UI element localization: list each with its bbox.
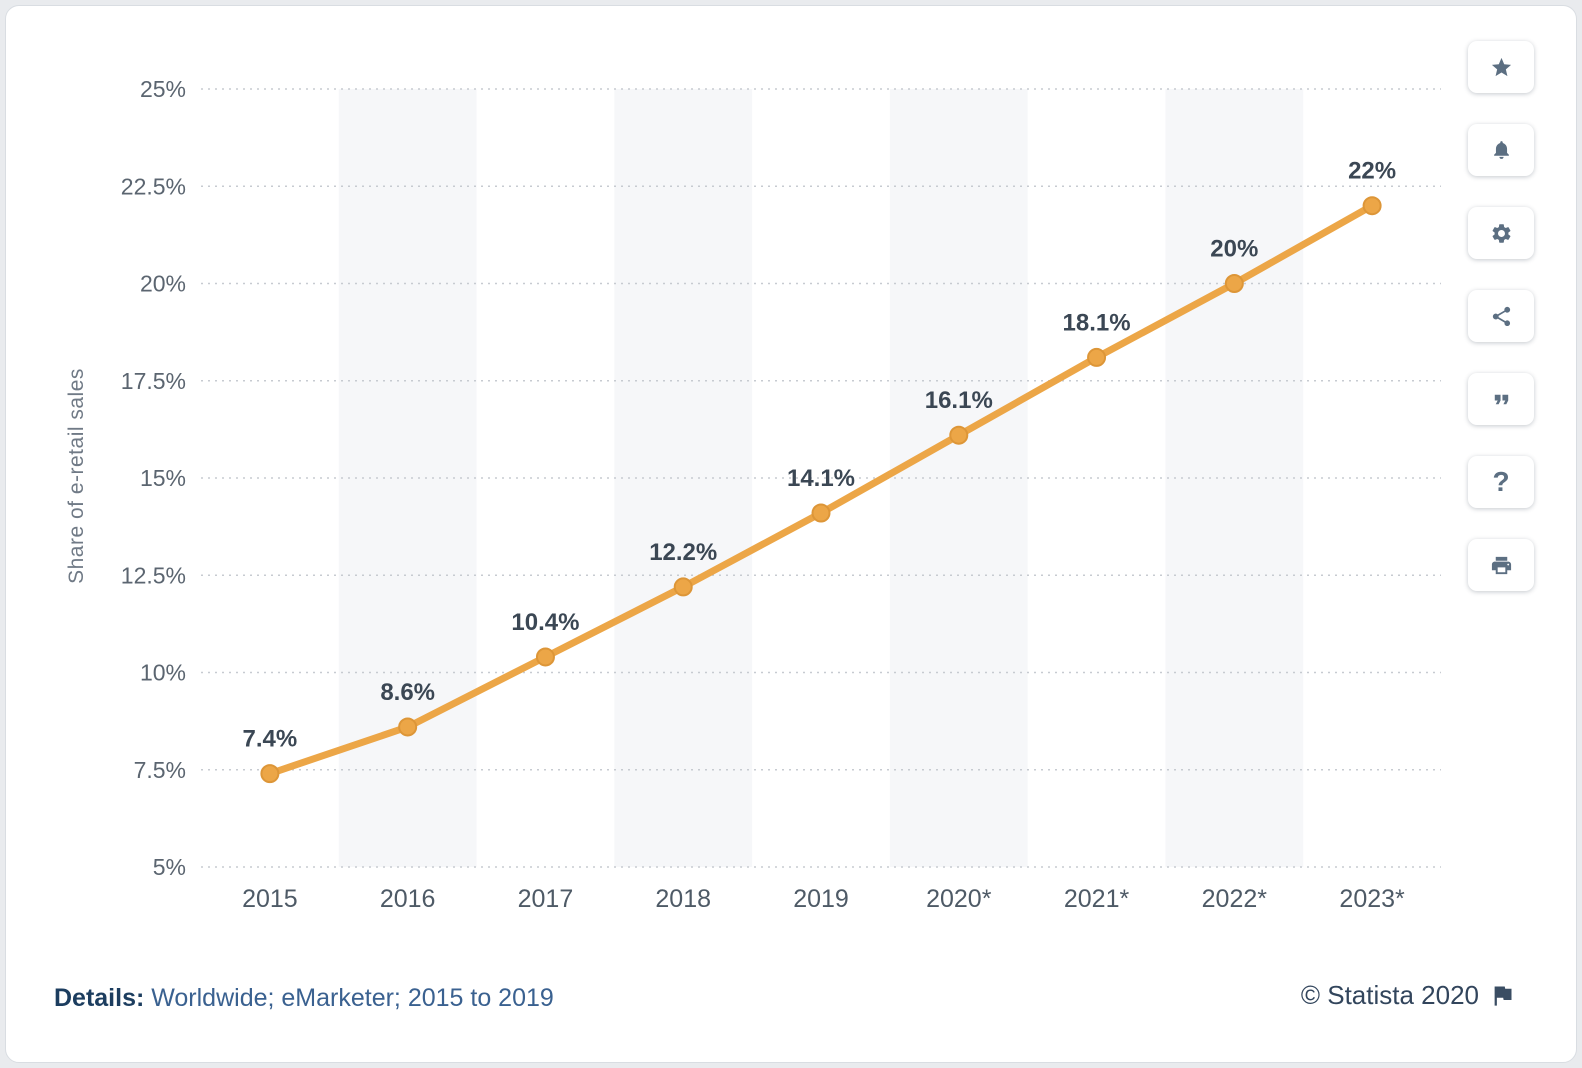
notifications-button[interactable] <box>1468 124 1534 176</box>
gear-icon <box>1492 223 1510 243</box>
question-icon: ? <box>1492 466 1510 497</box>
share-icon <box>1492 306 1510 326</box>
star-icon <box>1491 57 1511 76</box>
svg-text:2016: 2016 <box>380 885 436 913</box>
line-chart: 5%7.5%10%12.5%15%17.5%20%22.5%25%2015 201… <box>65 76 1441 913</box>
svg-text:14.1%: 14.1% <box>787 465 855 492</box>
chart-card: 5% 7.5% 10% 12.5% 15% 17.5% 20% 22.5% 25% 2015 201… <box>5 5 1577 1063</box>
y-axis-labels: 5% 7.5% 10% 12.5% 15% 17.5% 20% 22.5% 25% <box>121 76 186 880</box>
point-labels: 7.4% 8.6% 10.4% 12.2% 14.1% 16.1% 18.1% 20% 22% <box>243 158 1397 753</box>
svg-text:2019: 2019 <box>793 885 849 913</box>
svg-text:15%: 15% <box>140 465 186 491</box>
svg-text:2022*: 2022* <box>1202 885 1268 913</box>
settings-button[interactable] <box>1468 207 1534 259</box>
favorite-button[interactable] <box>1468 41 1534 93</box>
print-button[interactable] <box>1468 539 1534 591</box>
svg-text:2020*: 2020* <box>926 885 992 913</box>
svg-text:10.4%: 10.4% <box>511 609 579 636</box>
background-bands <box>338 89 1304 867</box>
details-text: Worldwide; eMarketer; 2015 to 2019 <box>144 984 554 1012</box>
svg-text:22.5%: 22.5% <box>121 173 186 199</box>
share-button[interactable] <box>1468 290 1534 342</box>
details-line: Details: Worldwide; eMarketer; 2015 to 2… <box>54 984 554 1013</box>
svg-text:2018: 2018 <box>655 885 711 913</box>
quote-icon <box>1494 394 1508 404</box>
svg-text:22%: 22% <box>1348 158 1396 185</box>
svg-text:12.5%: 12.5% <box>121 562 186 588</box>
svg-text:5%: 5% <box>153 854 186 880</box>
svg-text:20%: 20% <box>140 271 186 297</box>
svg-text:7.5%: 7.5% <box>134 757 186 783</box>
cite-button[interactable] <box>1468 373 1534 425</box>
svg-text:2017: 2017 <box>518 885 574 913</box>
svg-text:25%: 25% <box>140 76 186 102</box>
svg-text:10%: 10% <box>140 660 186 686</box>
svg-text:18.1%: 18.1% <box>1063 309 1131 336</box>
flag-icon <box>1494 986 1512 1006</box>
svg-text:7.4%: 7.4% <box>243 726 298 753</box>
data-points <box>260 196 1382 784</box>
copyright: © Statista 2020 <box>1301 980 1516 1011</box>
copyright-text: © Statista 2020 <box>1300 980 1479 1010</box>
chart-toolbar: ? <box>1468 41 1534 591</box>
bell-icon <box>1493 140 1509 159</box>
svg-text:8.6%: 8.6% <box>380 679 435 706</box>
y-axis-title: Share of e-retail sales <box>65 368 88 584</box>
details-label: Details: <box>54 984 145 1012</box>
svg-text:20%: 20% <box>1210 236 1258 263</box>
x-axis-labels: 2015 2016 2017 2018 2019 2020* 2021* 2022* 2023* <box>242 885 1405 913</box>
svg-text:2015: 2015 <box>242 885 298 913</box>
svg-text:16.1%: 16.1% <box>925 387 993 414</box>
svg-text:12.2%: 12.2% <box>649 539 717 566</box>
print-icon <box>1491 556 1511 574</box>
svg-text:2023*: 2023* <box>1339 885 1405 913</box>
svg-text:17.5%: 17.5% <box>121 368 186 394</box>
svg-text:2021*: 2021* <box>1064 885 1130 913</box>
help-button[interactable]: ? <box>1468 456 1534 508</box>
